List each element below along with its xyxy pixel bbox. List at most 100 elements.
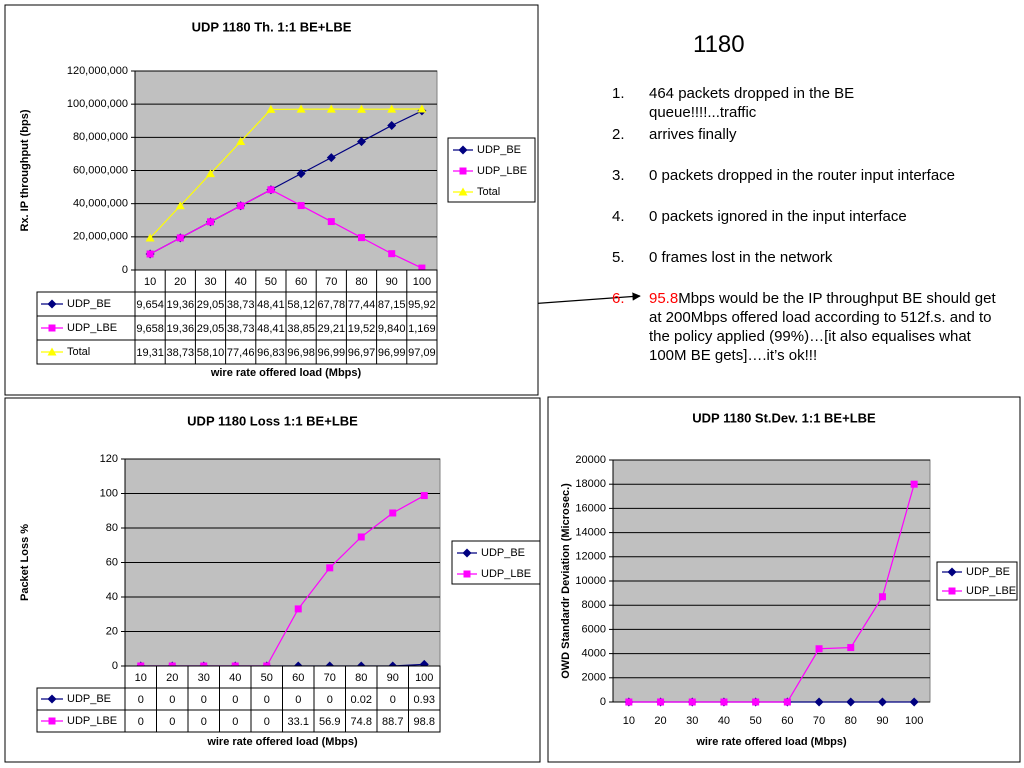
item-text: 464 packets dropped in the BE queue!!!!.… [649, 84, 899, 122]
item-number: 1. [612, 85, 625, 102]
data-point [387, 120, 397, 130]
table-value: 96,83 [257, 347, 285, 359]
table-value: 0.02 [351, 694, 372, 706]
x-tick-label: 10 [135, 672, 147, 684]
x-tick-label: 70 [813, 715, 825, 727]
table-value: 38,85 [287, 323, 315, 335]
data-point [688, 698, 696, 706]
y-tick-label: 0 [112, 660, 118, 672]
table-value: 33.1 [288, 716, 309, 728]
table-value: 0 [138, 694, 144, 706]
y-axis-label: Packet Loss % [19, 524, 31, 601]
y-tick-label: 80 [106, 522, 118, 534]
table-value: 29,21 [318, 323, 346, 335]
table-value: 67,78 [318, 299, 346, 311]
chart-title: UDP 1180 Th. 1:1 BE+LBE [192, 19, 352, 34]
data-point [814, 697, 824, 707]
table-value: 96,97 [348, 347, 376, 359]
data-point [326, 104, 336, 113]
item-text: arrives finally [649, 125, 1009, 144]
table-value: 58,10 [197, 347, 225, 359]
table-value: 77,44 [348, 299, 376, 311]
table-value: 0 [264, 716, 270, 728]
y-axis-label: Rx. IP throughput (bps) [19, 109, 31, 231]
table-value: 19,36 [167, 299, 195, 311]
data-point [420, 492, 428, 500]
x-tick-label: 40 [235, 276, 247, 288]
table-value: 96,99 [378, 347, 406, 359]
y-tick-label: 40 [106, 591, 118, 603]
y-tick-label: 18000 [575, 478, 606, 490]
y-tick-label: 2000 [582, 672, 606, 684]
item-text: 0 packets ignored in the input interface [649, 207, 1009, 226]
legend-marker [463, 570, 471, 578]
x-tick-label: 50 [750, 715, 762, 727]
data-point [146, 250, 154, 258]
table-value: 29,05 [197, 299, 225, 311]
y-tick-label: 12000 [575, 551, 606, 563]
x-tick-label: 30 [686, 715, 698, 727]
data-point [326, 564, 334, 572]
legend-marker [48, 324, 56, 332]
table-value: 0 [327, 694, 333, 706]
data-point [357, 137, 366, 147]
item-body: arrives finally [649, 126, 737, 143]
x-tick-label: 40 [229, 672, 241, 684]
table-value: 0 [201, 694, 207, 706]
legend-label: UDP_LBE [477, 165, 527, 177]
table-value: 0 [264, 694, 270, 706]
table-value: 0 [201, 716, 207, 728]
table-value: 0.93 [414, 694, 435, 706]
y-tick-label: 20000 [575, 454, 606, 466]
data-point [417, 104, 427, 113]
y-tick-label: 120 [100, 453, 118, 465]
table-value: 48,41 [257, 323, 285, 335]
table-value: 9,840 [378, 323, 406, 335]
y-tick-label: 80,000,000 [73, 131, 128, 143]
table-row-label: Total [67, 346, 90, 358]
y-tick-label: 20 [106, 625, 118, 637]
x-tick-label: 90 [387, 672, 399, 684]
item-text: 0 packets dropped in the router input in… [649, 166, 1009, 185]
x-axis-label: wire rate offered load (Mbps) [695, 736, 847, 748]
y-tick-label: 100 [100, 487, 118, 499]
legend-marker [47, 299, 57, 309]
table-value: 58,12 [287, 299, 315, 311]
item-body: 0 packets ignored in the input interface [649, 208, 907, 225]
data-point [752, 698, 760, 706]
y-tick-label: 0 [600, 696, 606, 708]
data-point [657, 698, 665, 706]
data-point [815, 645, 823, 653]
item-body: 0 frames lost in the network [649, 249, 833, 266]
x-tick-label: 20 [166, 672, 178, 684]
chart-title: UDP 1180 Loss 1:1 BE+LBE [187, 413, 358, 428]
table-value: 29,05 [197, 323, 225, 335]
x-tick-label: 90 [386, 276, 398, 288]
x-tick-label: 70 [325, 276, 337, 288]
table-value: 96,98 [287, 347, 315, 359]
table-value: 0 [390, 694, 396, 706]
data-point [176, 234, 184, 242]
item-body: Mbps would be the IP throughput BE shoul… [649, 290, 996, 364]
table-value: 0 [295, 694, 301, 706]
data-point [846, 697, 856, 707]
table-value: 97,09 [408, 347, 436, 359]
table-row-label: UDP_BE [67, 693, 111, 705]
legend-label: Total [477, 186, 500, 198]
data-point [327, 218, 335, 226]
x-tick-label: 80 [845, 715, 857, 727]
data-point [358, 234, 365, 242]
data-point [847, 644, 855, 652]
legend-marker [948, 587, 956, 595]
data-point [266, 104, 276, 113]
x-tick-label: 70 [324, 672, 336, 684]
table-value: 9,654 [136, 299, 164, 311]
data-point [145, 233, 155, 242]
data-point [389, 509, 397, 517]
legend-marker [458, 145, 468, 155]
item-number: 5. [612, 249, 625, 266]
table-value: 38,73 [227, 299, 255, 311]
x-tick-label: 80 [355, 276, 367, 288]
table-value: 19,52 [348, 323, 376, 335]
